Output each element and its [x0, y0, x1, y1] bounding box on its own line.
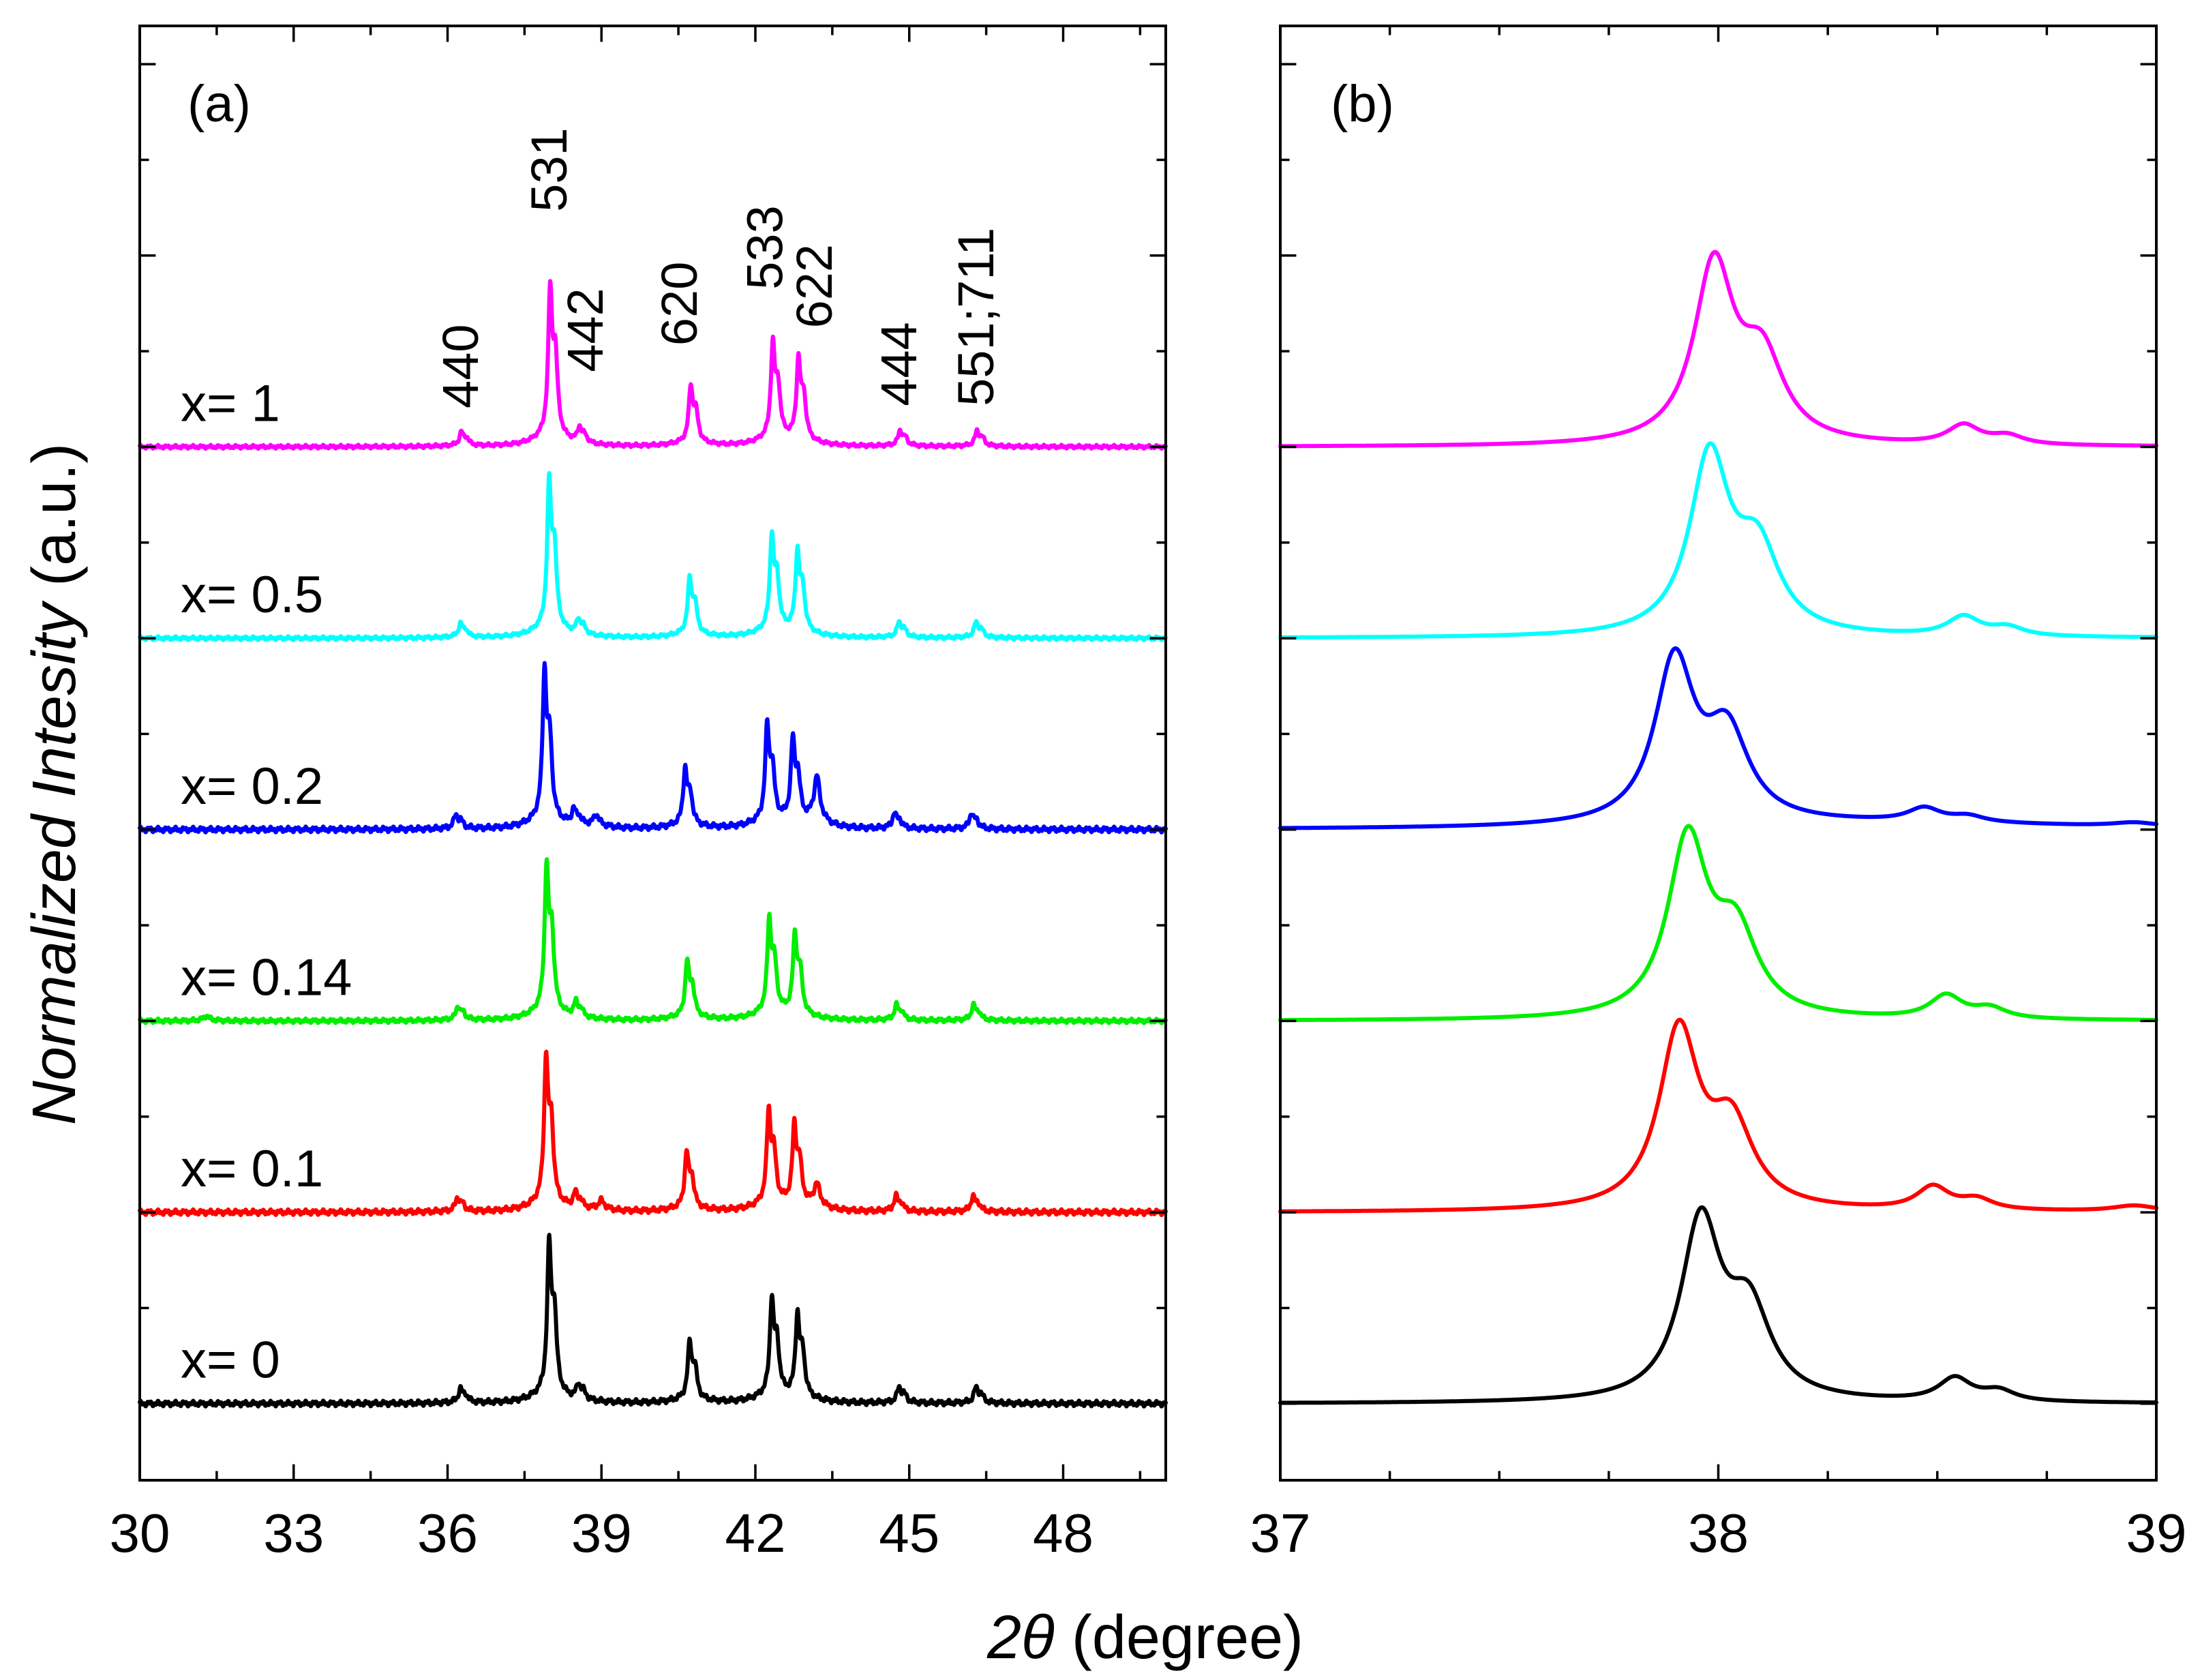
x-axis-title-unit: (degree): [1055, 1604, 1303, 1672]
panel-a-peak-label: 440: [432, 324, 489, 408]
panel-a-series-curve-1: [138, 1049, 1168, 1218]
panel-b-series-curve-3: [1278, 646, 2158, 830]
panel-a-curves: [138, 279, 1168, 1409]
panel-a: 30 33 36 39 42 45 48 x= 0x= 0.1x= 0.14x= 0.2x=…: [110, 25, 1168, 1563]
panel-a-label: (a): [187, 75, 251, 133]
panel-b-series-curve-1: [1278, 1017, 2158, 1214]
panel-b-series-curve-2: [1278, 824, 2158, 1023]
panel-b-x-tick-label: 39: [2126, 1503, 2187, 1563]
panel-a-series-curve-2: [138, 857, 1168, 1025]
panel-a-series-labels: x= 0 x= 0.1 x= 0.14 x= 0.2 x= 0.5 x= 1: [181, 374, 352, 1389]
panel-a-x-tick-label: 39: [571, 1503, 632, 1563]
panel-a-x-tick-label: 30: [110, 1503, 170, 1563]
y-axis-title: Normalized Intesity (a.u.): [20, 443, 89, 1125]
panel-a-peak-label: 620: [651, 262, 708, 346]
panel-a-series-curve-0: [138, 1233, 1168, 1409]
panel-a-x-tick-label: 33: [263, 1503, 324, 1563]
panel-a-peak-label: 622: [786, 244, 843, 328]
panel-b-label: (b): [1331, 75, 1394, 133]
panel-a-series-curve-5: [138, 279, 1168, 451]
panel-a-series-label: x= 0.14: [181, 948, 352, 1006]
panel-a-peak-label: 531: [521, 127, 577, 211]
panel-a-series-label: x= 0.2: [181, 758, 323, 815]
panel-b: 37 38 39 (b): [1250, 25, 2187, 1563]
panel-a-x-tick-label: 42: [725, 1503, 786, 1563]
panel-a-peak-label: 551;711: [948, 228, 1004, 406]
panel-a-series-label: x= 0: [181, 1332, 280, 1390]
panel-b-curves: [1278, 250, 2158, 1405]
panel-a-x-tick-label: 45: [879, 1503, 939, 1563]
panel-b-x-tick-label: 37: [1250, 1503, 1311, 1563]
panel-a-ticks: 30 33 36 39 42 45 48: [110, 26, 1166, 1563]
panel-a-peak-label: 533: [737, 205, 794, 289]
panel-a-series-curve-4: [138, 470, 1168, 642]
panel-a-series-label: x= 0.5: [181, 566, 323, 624]
panel-a-frame: [138, 25, 1167, 1482]
panel-b-series-curve-5: [1278, 250, 2158, 449]
panel-b-series-curve-4: [1278, 441, 2158, 640]
panel-a-x-tick-label: 36: [417, 1503, 478, 1563]
panel-a-series-label: x= 0.1: [181, 1140, 323, 1198]
panel-b-x-tick-label: 38: [1688, 1503, 1749, 1563]
panel-a-peak-label: 442: [557, 288, 614, 372]
x-axis-title: 2θ (degree): [986, 1604, 1303, 1672]
panel-a-series-curve-3: [138, 661, 1168, 835]
panel-b-frame: [1279, 25, 2158, 1482]
y-axis-title-italic: Normalized Intesity: [20, 600, 89, 1125]
y-axis-title-unit: (a.u.): [20, 443, 89, 603]
x-axis-title-symbol: 2θ: [986, 1604, 1055, 1672]
panel-a-series-label: x= 1: [181, 374, 280, 432]
panel-b-series-curve-0: [1278, 1205, 2158, 1405]
panel-a-x-tick-label: 48: [1033, 1503, 1094, 1563]
panel-a-peak-label: 444: [871, 322, 927, 406]
